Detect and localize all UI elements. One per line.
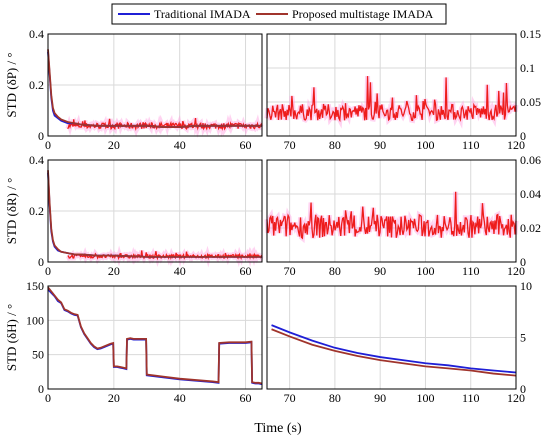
x-tick-label: 110: [462, 138, 480, 152]
plot-frame: [47, 159, 263, 263]
plot-frame: [47, 33, 263, 137]
y-tick-label: 0: [38, 129, 44, 143]
y-tick-label: 0.02: [520, 221, 541, 235]
x-tick-label: 90: [374, 138, 386, 152]
y-tick-label: 5: [520, 331, 526, 345]
x-tick-label: 90: [374, 264, 386, 278]
x-tick-label: 70: [284, 264, 296, 278]
x-tick-label: 120: [507, 264, 525, 278]
y-axis-label: STD (δP) / °: [4, 52, 19, 117]
x-tick-label: 40: [174, 264, 186, 278]
series-line-proposed: [47, 170, 262, 258]
plot-frame: [266, 33, 517, 137]
series-line-traditional: [271, 324, 517, 374]
x-tick-label: 20: [108, 391, 120, 405]
plot-frame: [266, 285, 517, 390]
x-tick-label: 100: [416, 264, 434, 278]
y-tick-label: 0.1: [520, 61, 535, 75]
legend-label-traditional: Traditional IMADA: [154, 7, 251, 21]
series-line-proposed: [47, 286, 263, 385]
x-tick-label: 120: [507, 138, 525, 152]
y-tick-label: 10: [520, 279, 532, 293]
x-tick-label: 60: [240, 264, 252, 278]
panel-1-left: 0 20 40 60 0 0.2 0.4: [29, 27, 264, 152]
x-tick-label: 100: [416, 138, 434, 152]
y-tick-label: 0.2: [29, 204, 44, 218]
noise-trace: [67, 117, 263, 131]
x-tick-label: 80: [329, 264, 341, 278]
noise-trace: [266, 76, 517, 123]
y-tick-label: 0.06: [520, 153, 541, 167]
x-tick-label: 120: [507, 391, 525, 405]
y-tick-label: 0.2: [29, 78, 44, 92]
legend-label-proposed: Proposed multistage IMADA: [292, 7, 434, 21]
x-tick-label: 20: [108, 264, 120, 278]
y-axis-label: STD (δH) / °: [4, 304, 19, 371]
y-tick-label: 150: [26, 279, 44, 293]
x-tick-label: 0: [45, 391, 51, 405]
plot-frame: [47, 285, 263, 390]
y-axis-label: STD (δR) / °: [4, 178, 19, 245]
x-tick-label: 70: [284, 138, 296, 152]
y-tick-label: 0.15: [520, 27, 541, 41]
x-tick-label: 70: [284, 391, 296, 405]
x-tick-label: 40: [174, 391, 186, 405]
x-tick-label: 0: [45, 138, 51, 152]
y-tick-label: 0: [520, 255, 526, 269]
legend: Traditional IMADA Proposed multistage IM…: [111, 3, 447, 25]
x-tick-label: 90: [374, 391, 386, 405]
plot-frame: [266, 159, 517, 263]
x-tick-label: 110: [462, 264, 480, 278]
series-line-traditional: [47, 288, 263, 386]
y-tick-label: 0: [520, 129, 526, 143]
y-tick-label: 0: [38, 382, 44, 396]
panel-3-left: 0 20 40 60 0 50 100 150: [26, 279, 263, 405]
y-tick-label: 0.4: [29, 27, 44, 41]
x-tick-label: 40: [174, 138, 186, 152]
series-line-proposed: [47, 49, 262, 128]
x-tick-label: 80: [329, 391, 341, 405]
x-tick-label: 0: [45, 264, 51, 278]
y-tick-label: 0: [38, 255, 44, 269]
panel-2-left: 0 20 40 60 0 0.2 0.4: [29, 153, 264, 278]
x-tick-label: 100: [416, 391, 434, 405]
y-tick-label: 50: [32, 348, 44, 362]
y-tick-label: 0: [520, 382, 526, 396]
y-tick-label: 0.04: [520, 187, 541, 201]
series-line-proposed: [271, 328, 517, 377]
x-axis-label: Time (s): [254, 421, 302, 436]
y-tick-label: 0.05: [520, 95, 541, 109]
x-tick-label: 60: [240, 138, 252, 152]
y-tick-label: 0.4: [29, 153, 44, 167]
x-tick-label: 20: [108, 138, 120, 152]
x-tick-label: 60: [240, 391, 252, 405]
series-line-traditional: [47, 172, 262, 258]
y-tick-label: 100: [26, 313, 44, 327]
noise-trace: [266, 191, 517, 240]
x-tick-label: 110: [462, 391, 480, 405]
x-tick-label: 80: [329, 138, 341, 152]
